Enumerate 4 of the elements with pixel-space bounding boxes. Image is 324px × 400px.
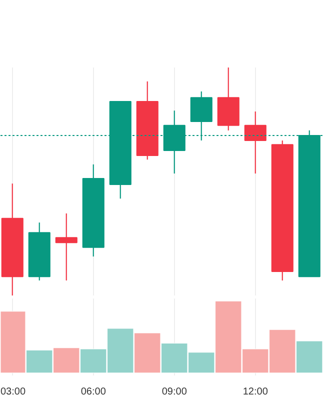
x-tick-label: 03:00 [0, 386, 26, 398]
x-tick-label: 06:00 [80, 386, 106, 398]
x-tick-label: 09:00 [162, 386, 188, 398]
x-tick-label: 12:00 [242, 386, 268, 398]
